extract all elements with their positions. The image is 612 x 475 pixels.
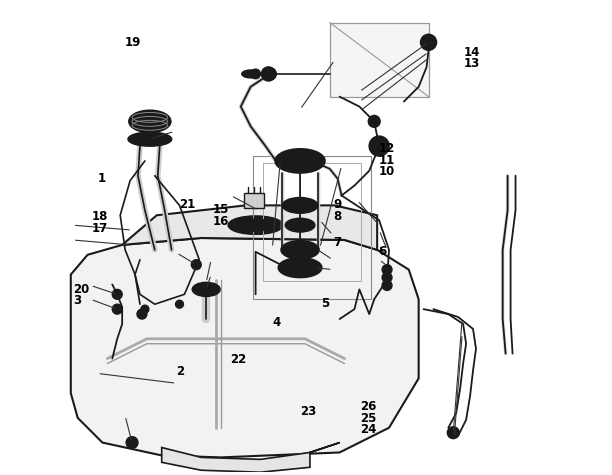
Polygon shape <box>71 238 419 457</box>
Text: 21: 21 <box>179 198 195 211</box>
Text: 13: 13 <box>463 57 480 70</box>
Ellipse shape <box>275 149 325 173</box>
Ellipse shape <box>126 437 138 448</box>
Ellipse shape <box>192 260 201 270</box>
Polygon shape <box>330 22 428 97</box>
Ellipse shape <box>285 218 315 232</box>
Ellipse shape <box>279 152 321 170</box>
Text: 22: 22 <box>230 353 247 366</box>
Text: 24: 24 <box>360 424 377 437</box>
Text: 12: 12 <box>379 142 395 155</box>
Text: 10: 10 <box>379 165 395 178</box>
Ellipse shape <box>133 114 167 129</box>
Ellipse shape <box>283 261 317 275</box>
Ellipse shape <box>261 67 275 81</box>
Text: 6: 6 <box>379 245 387 258</box>
Ellipse shape <box>141 305 149 313</box>
Ellipse shape <box>112 289 122 299</box>
Text: 20: 20 <box>73 283 89 295</box>
Text: 25: 25 <box>360 412 377 425</box>
Ellipse shape <box>137 309 147 319</box>
Text: 8: 8 <box>333 210 341 223</box>
Text: 9: 9 <box>333 198 341 211</box>
Ellipse shape <box>236 219 275 231</box>
Ellipse shape <box>282 198 318 213</box>
Text: 15: 15 <box>212 203 229 216</box>
Ellipse shape <box>242 70 259 78</box>
Ellipse shape <box>196 285 216 294</box>
Text: 26: 26 <box>360 400 377 413</box>
Text: 4: 4 <box>273 315 281 329</box>
Ellipse shape <box>382 273 392 283</box>
Ellipse shape <box>112 304 122 314</box>
Text: 5: 5 <box>321 297 329 310</box>
Ellipse shape <box>420 34 436 50</box>
Bar <box>263 163 361 282</box>
Text: 18: 18 <box>91 210 108 223</box>
Text: 17: 17 <box>91 222 108 235</box>
Ellipse shape <box>192 283 220 296</box>
Text: 2: 2 <box>176 365 184 378</box>
Text: 11: 11 <box>379 153 395 167</box>
Bar <box>253 156 371 299</box>
Text: 1: 1 <box>97 172 105 185</box>
Ellipse shape <box>369 136 389 156</box>
Ellipse shape <box>278 258 322 277</box>
Ellipse shape <box>425 38 433 46</box>
Ellipse shape <box>251 69 261 79</box>
Ellipse shape <box>447 427 459 438</box>
Ellipse shape <box>282 242 318 258</box>
Ellipse shape <box>382 265 392 275</box>
Ellipse shape <box>129 439 135 446</box>
Ellipse shape <box>228 216 283 234</box>
Ellipse shape <box>368 115 380 127</box>
Ellipse shape <box>282 241 319 259</box>
Polygon shape <box>122 205 377 250</box>
Text: 16: 16 <box>212 215 229 228</box>
Text: 19: 19 <box>125 36 141 49</box>
Ellipse shape <box>128 132 171 146</box>
Polygon shape <box>162 443 340 472</box>
Text: 7: 7 <box>333 236 341 249</box>
Text: 3: 3 <box>73 294 81 307</box>
Text: 23: 23 <box>300 405 316 418</box>
Text: 14: 14 <box>463 46 480 58</box>
Ellipse shape <box>176 300 184 308</box>
Ellipse shape <box>264 68 277 80</box>
Ellipse shape <box>382 281 392 290</box>
Polygon shape <box>244 192 264 209</box>
Ellipse shape <box>129 111 171 132</box>
Ellipse shape <box>264 70 272 78</box>
